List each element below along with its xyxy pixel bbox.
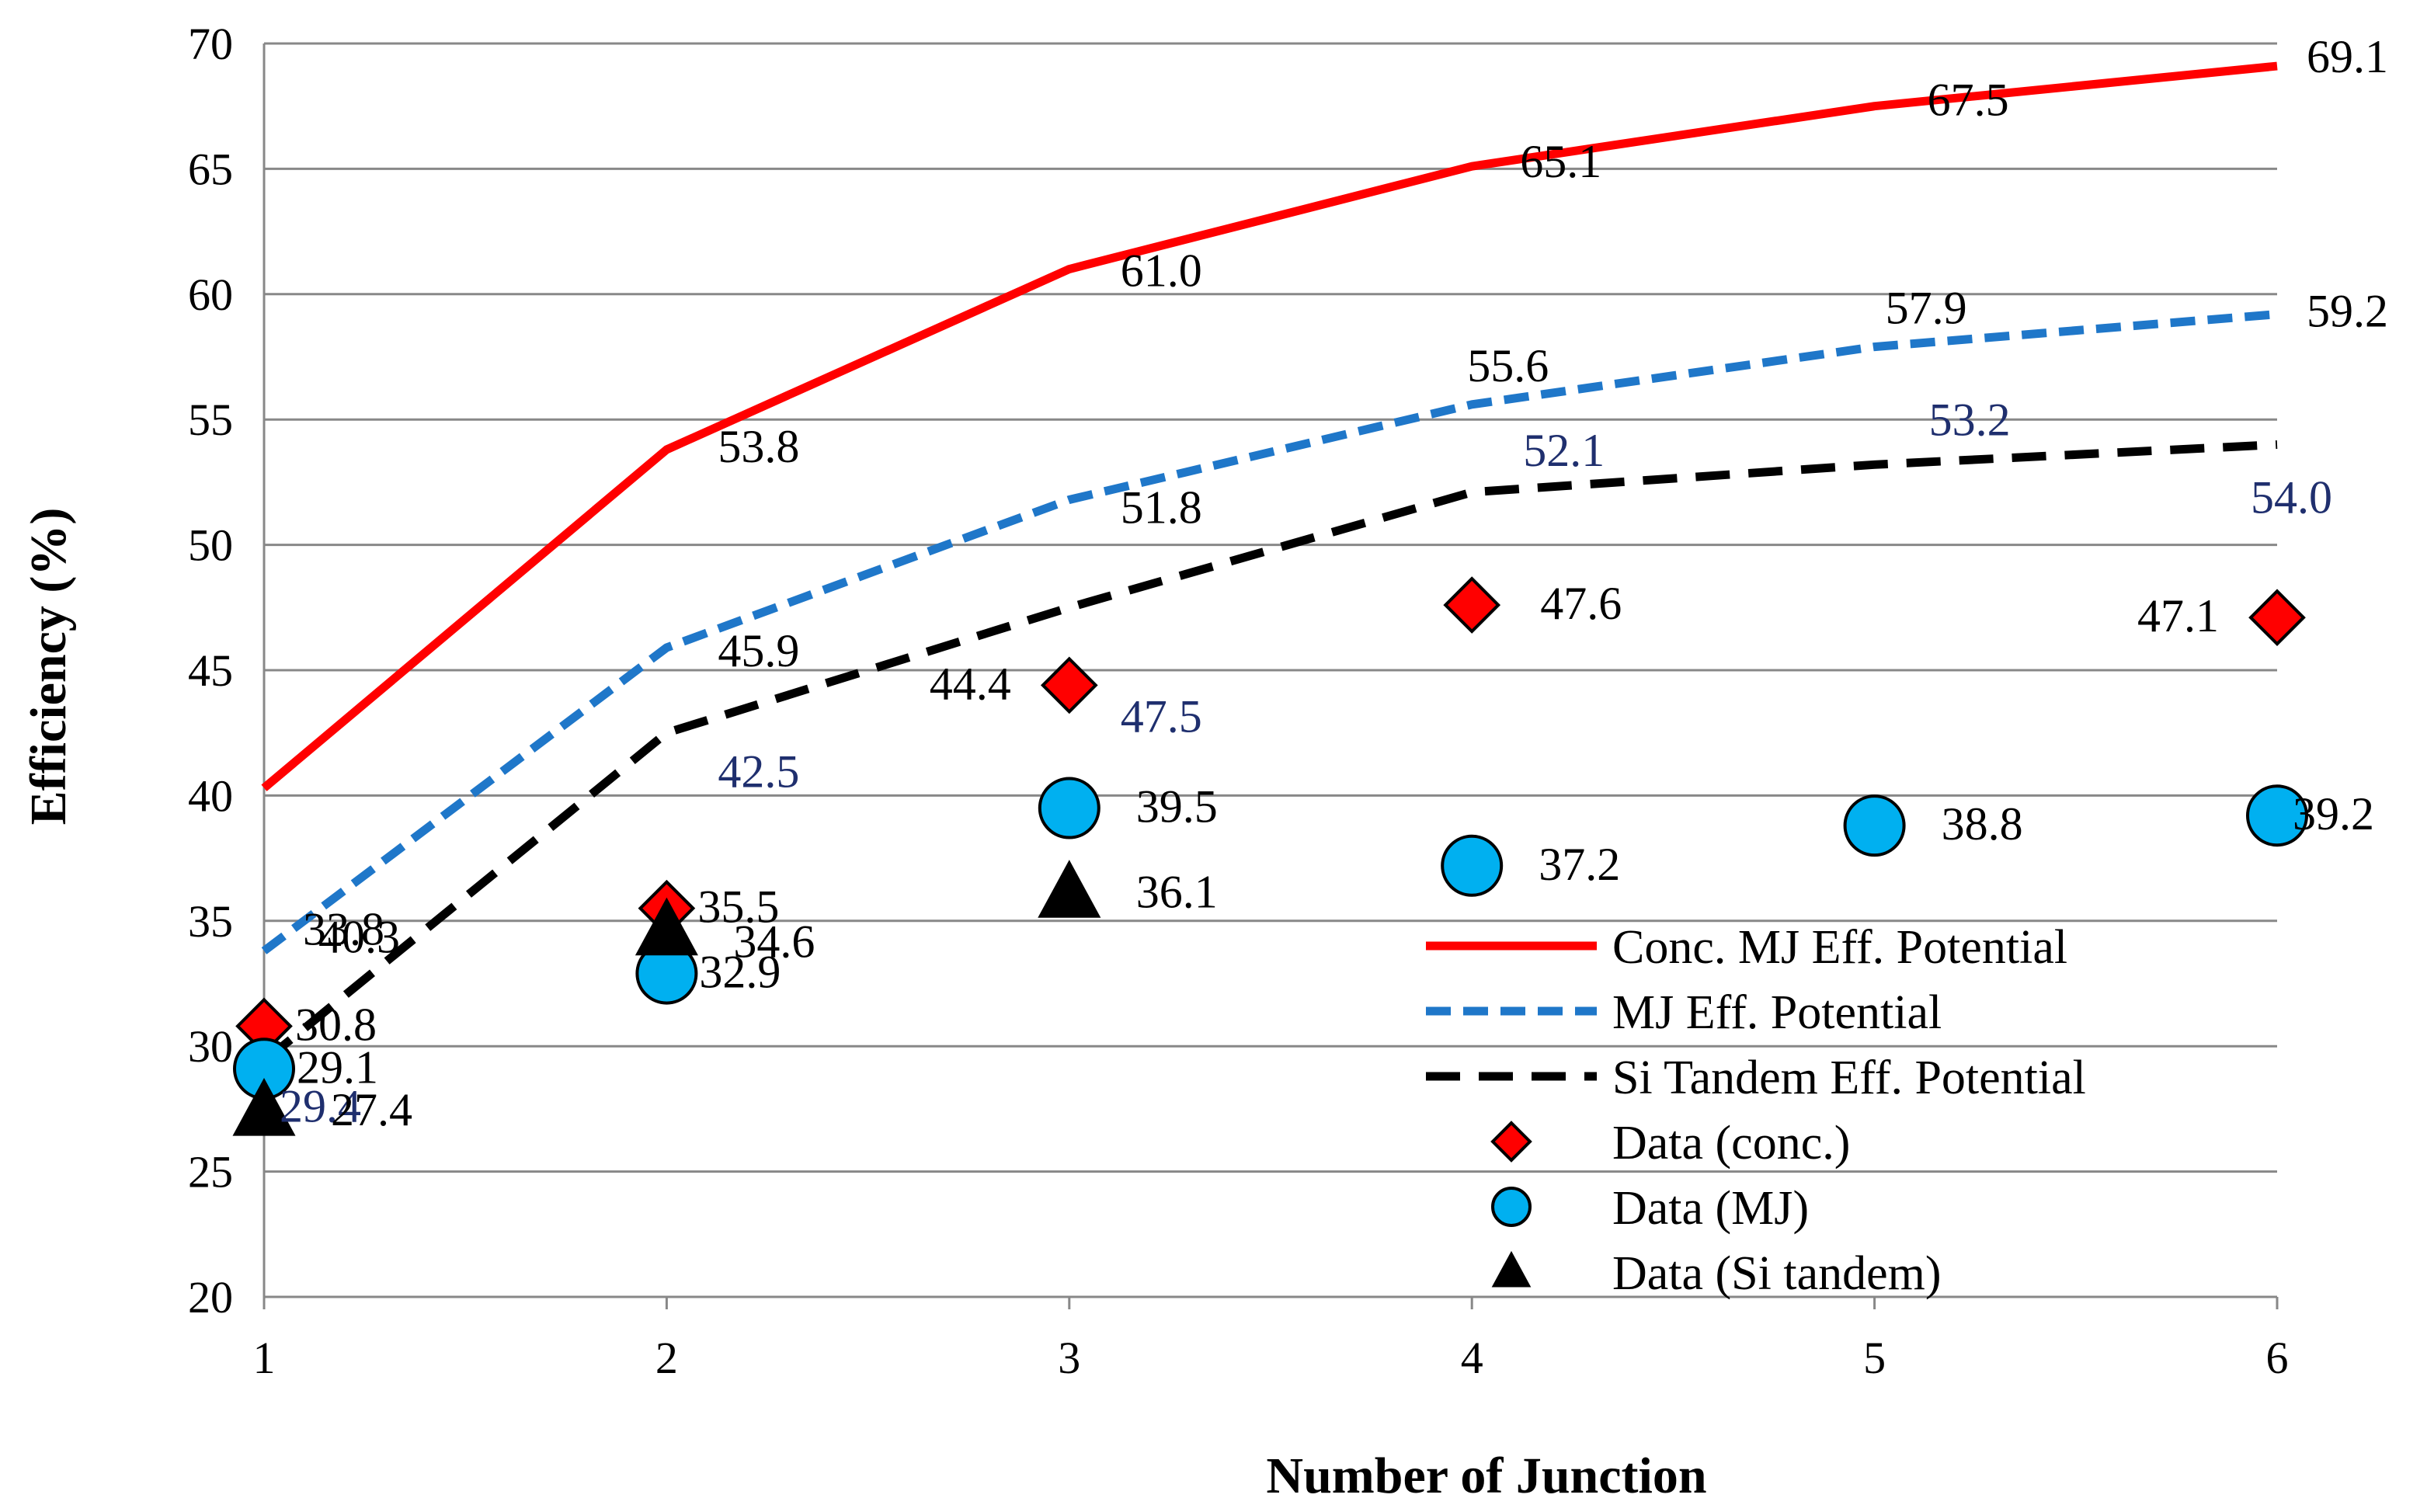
conc-mj-potential-line: [261, 61, 2278, 791]
mj-potential-line-label: 59.2: [2307, 286, 2388, 337]
conc-data-point-label: 47.1: [2137, 590, 2219, 641]
legend-label: Data (MJ): [1612, 1182, 1809, 1235]
y-tick-label: 50: [188, 520, 233, 571]
y-tick-label: 55: [188, 395, 233, 445]
conc-data-point-legend-swatch: [1490, 1121, 1532, 1163]
y-tick-label: 25: [188, 1147, 233, 1197]
si-tandem-potential-line-label: 54.0: [2251, 471, 2332, 523]
mj-data-point-label: 32.9: [699, 947, 781, 998]
y-tick-label: 30: [188, 1021, 233, 1072]
si-data-point: [635, 897, 698, 956]
conc-data-point-label: 35.5: [697, 881, 779, 933]
mj-potential-line-label: 51.8: [1121, 481, 1202, 533]
conc-data-point-label: 47.6: [1540, 578, 1622, 629]
legend-label: Data (conc.): [1612, 1117, 1850, 1170]
legend-label: Conc. MJ Eff. Potential: [1612, 921, 2067, 974]
mj-potential-line-label: 55.6: [1467, 340, 1549, 391]
mj-data-point-label: 39.2: [2293, 788, 2374, 839]
legend-item: Data (conc.): [1490, 1117, 1850, 1170]
legend-item: Data (Si tandem): [1491, 1247, 1942, 1300]
si-tandem-potential-line-label: 29.4: [280, 1081, 361, 1132]
x-tick-label: 1: [253, 1333, 276, 1383]
legend: Conc. MJ Eff. Potential MJ Eff. Potential…: [1426, 921, 2086, 1300]
si-data-point-label: 34.6: [733, 916, 815, 968]
mj-data-point-label: 38.8: [1942, 798, 2023, 850]
legend-item: MJ Eff. Potential: [1426, 986, 1942, 1039]
mj-data-point-label: 29.1: [297, 1041, 378, 1093]
y-tick-label: 45: [188, 645, 233, 696]
y-axis-title: Efficiency (%): [20, 508, 77, 826]
si-tandem-potential-line-label: 42.5: [718, 746, 799, 798]
x-tick-label: 4: [1461, 1333, 1483, 1383]
si-data-point-label: 27.4: [331, 1084, 412, 1135]
mj-potential-line-label: 45.9: [718, 625, 799, 676]
legend-label: Si Tandem Eff. Potential: [1612, 1051, 2086, 1104]
legend-label: Data (Si tandem): [1612, 1247, 1942, 1300]
y-tick-label: 40: [188, 770, 233, 821]
si-tandem-potential-line-label: 47.5: [1121, 690, 1202, 742]
mj-potential-line-label: 33.8: [303, 904, 384, 955]
x-tick-label: 5: [1863, 1333, 1886, 1383]
conc-data-point: [1443, 576, 1501, 634]
y-tick-label: 35: [188, 896, 233, 947]
mj-data-point: [1441, 834, 1504, 897]
conc-data-point-label: 30.8: [295, 999, 377, 1050]
y-tick-label: 20: [188, 1272, 233, 1323]
x-axis-title: Number of Junction: [1266, 1448, 1706, 1504]
mj-data-point: [1038, 777, 1101, 839]
y-tick-label: 60: [188, 269, 233, 320]
si-data-point: [232, 1077, 296, 1136]
mj-data-point-label: 39.5: [1136, 781, 1218, 832]
x-tick-label: 6: [2266, 1333, 2289, 1383]
y-tick-label: 70: [188, 19, 233, 69]
si-data-point: [1038, 860, 1101, 918]
mj-potential-line-label: 57.9: [1886, 283, 1967, 334]
si-data-point-legend-swatch: [1491, 1250, 1532, 1288]
series-lines: [261, 61, 2278, 1065]
data-markers: [232, 576, 2308, 1136]
conc-mj-potential-line-label: 61.0: [1121, 245, 1202, 297]
legend-item: Conc. MJ Eff. Potential: [1426, 921, 2067, 974]
conc-mj-potential-line-label: 53.8: [718, 421, 799, 472]
x-tick-label: 2: [655, 1333, 678, 1383]
conc-mj-potential-line-label: 67.5: [1928, 75, 2009, 126]
conc-data-point: [2248, 589, 2306, 647]
grid-lines: [264, 42, 2277, 1173]
x-tick-label: 3: [1058, 1333, 1080, 1383]
si-data-point-label: 36.1: [1136, 866, 1218, 917]
mj-data-point: [1843, 794, 1906, 857]
conc-mj-potential-line-label: 40.3: [318, 912, 400, 963]
conc-data-point: [1040, 656, 1098, 714]
conc-mj-potential-line-label: 65.1: [1520, 136, 1601, 187]
si-tandem-potential-line: [261, 440, 2278, 1065]
y-tick-label: 65: [188, 144, 233, 194]
mj-data-point-legend-swatch: [1491, 1187, 1532, 1227]
mj-data-point-label: 37.2: [1539, 839, 1620, 890]
si-tandem-potential-line-label: 53.2: [1929, 394, 2011, 445]
mj-data-point: [2246, 784, 2308, 847]
si-tandem-potential-line-label: 52.1: [1523, 425, 1605, 476]
legend-label: MJ Eff. Potential: [1612, 986, 1942, 1039]
data-labels: 40.3 53.8 61.0 65.1 67.5 69.1 33.8 45.9 51.8 55.6…: [280, 31, 2388, 1135]
conc-data-point-label: 44.4: [930, 658, 1011, 709]
legend-item: Si Tandem Eff. Potential: [1426, 1051, 2086, 1104]
conc-mj-potential-line-label: 69.1: [2307, 31, 2388, 82]
legend-item: Data (MJ): [1491, 1182, 1809, 1235]
mj-potential-line: [261, 310, 2278, 954]
